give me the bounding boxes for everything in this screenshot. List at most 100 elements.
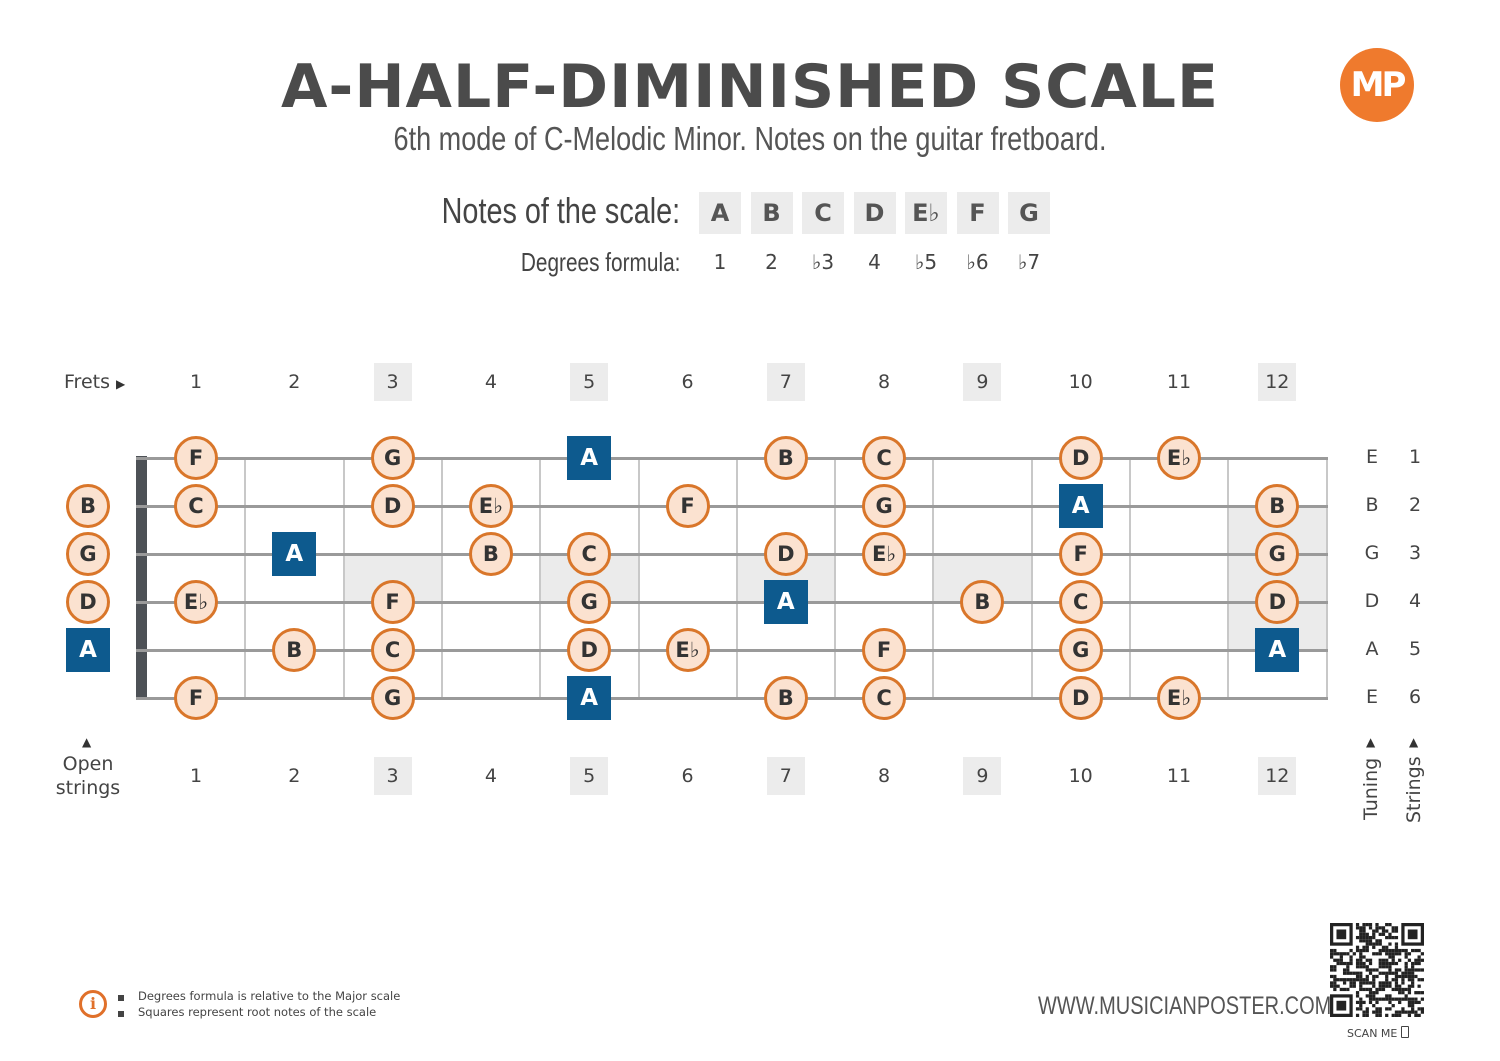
scale-note-marker: C — [862, 436, 907, 480]
string-line — [136, 457, 1328, 460]
open-strings-label: Open strings — [48, 752, 128, 800]
scale-note-marker: E♭ — [1157, 436, 1201, 480]
tuning-note: B — [1365, 494, 1379, 516]
scale-note-marker: F — [174, 436, 218, 480]
scale-note-marker: B — [763, 436, 808, 480]
string-number: 5 — [1408, 638, 1422, 660]
string-line — [136, 649, 1328, 652]
scale-note-marker: D — [370, 484, 415, 528]
strings-label: Strings — [1403, 756, 1425, 823]
fret-number-bottom: 12 — [1258, 757, 1297, 795]
page-title: A-HALF-DIMINISHED SCALE — [281, 52, 1219, 122]
scale-note: A — [699, 192, 741, 234]
fret-line — [637, 458, 640, 698]
scale-note-marker: F — [665, 484, 710, 528]
scale-degree: ♭6 — [966, 250, 989, 274]
triangle-right-icon: ▶ — [116, 377, 126, 391]
root-note: A — [272, 532, 317, 576]
fret-line — [244, 458, 247, 698]
nut — [136, 456, 147, 700]
fret-line — [1325, 458, 1328, 698]
scale-degree: 4 — [868, 250, 881, 274]
scale-note-marker: B — [272, 628, 317, 672]
bullet — [118, 995, 124, 1001]
scale-note-marker: F — [1058, 532, 1103, 576]
scale-note-marker: B — [468, 532, 513, 576]
notes-label: Notes of the scale: — [441, 190, 680, 231]
fret-line — [1129, 458, 1131, 698]
string-line — [136, 505, 1328, 508]
string-line — [136, 553, 1328, 556]
triangle-up-icon: ▲ — [82, 735, 92, 749]
scale-note-marker: C — [370, 628, 415, 672]
fret-line — [932, 458, 935, 698]
scale-degree: ♭5 — [914, 250, 938, 274]
info-degrees: Degrees formula is relative to the Major… — [138, 989, 401, 1003]
tuning-note: E — [1365, 686, 1378, 708]
scale-note-marker: F — [174, 676, 218, 720]
fret-number-top: 1 — [189, 371, 203, 393]
fret-number-top: 5 — [570, 363, 609, 401]
fret-number-top: 12 — [1258, 363, 1297, 401]
scale-note: C — [802, 192, 844, 234]
tuning-note: A — [1365, 638, 1379, 660]
scale-note-marker: G — [66, 532, 110, 576]
scale-note-marker: D — [1255, 580, 1300, 624]
frets-label: Frets ▶ — [64, 371, 125, 393]
scale-note-marker: D — [567, 628, 612, 672]
scale-degree: ♭3 — [811, 250, 835, 274]
scale-note-marker: C — [174, 484, 218, 528]
scale-note-marker: C — [1058, 580, 1103, 624]
fret-number-bottom: 3 — [373, 757, 412, 795]
scale-note-marker: C — [567, 532, 612, 576]
scale-note-marker: G — [1255, 532, 1300, 576]
tuning-note: E — [1365, 446, 1378, 468]
root-note: A — [567, 676, 612, 720]
scale-note-marker: D — [66, 580, 110, 624]
scale-note-marker: C — [862, 676, 907, 720]
fret-line — [342, 458, 345, 698]
scale-note: F — [956, 192, 999, 234]
fret-number-bottom: 6 — [681, 765, 694, 787]
scale-note-marker: B — [1255, 484, 1300, 528]
tuning-label: Tuning — [1360, 757, 1382, 820]
string-number: 2 — [1408, 494, 1422, 516]
root-note: A — [1058, 484, 1103, 528]
string-line — [136, 697, 1328, 700]
scale-degree: 2 — [765, 250, 778, 274]
fret-number-top: 9 — [963, 363, 1002, 401]
scale-note: G — [1008, 192, 1050, 234]
string-number: 4 — [1408, 590, 1422, 612]
scale-note: D — [853, 192, 896, 234]
fret-number-top: 10 — [1068, 371, 1093, 393]
scale-note-marker: E♭ — [862, 532, 907, 576]
string-number: 3 — [1408, 542, 1422, 564]
scale-note-marker: E♭ — [1157, 676, 1201, 720]
scale-note-marker: D — [1058, 436, 1103, 480]
scale-note: E♭ — [905, 192, 947, 234]
triangle-up-icon: ▲ — [1366, 735, 1376, 749]
fret-number-top: 7 — [766, 363, 805, 401]
string-number: 6 — [1408, 686, 1422, 708]
fret-number-top: 3 — [373, 363, 412, 401]
fret-line — [1227, 458, 1230, 698]
info-squares: Squares represent root notes of the scal… — [138, 1005, 377, 1019]
bullet — [118, 1011, 124, 1017]
root-note: A — [66, 628, 110, 672]
fret-number-top: 2 — [288, 371, 301, 393]
fret-number-bottom: 7 — [766, 757, 805, 795]
scale-note: B — [750, 192, 793, 234]
fret-number-top: 11 — [1166, 371, 1192, 393]
fret-line — [440, 458, 443, 698]
fret-line — [834, 458, 837, 698]
scale-note-marker: G — [567, 580, 612, 624]
website-link[interactable]: WWW.MUSICIANPOSTER.COM — [1038, 992, 1332, 1020]
scale-note-marker: B — [960, 580, 1005, 624]
fret-number-bottom: 2 — [288, 765, 301, 787]
fret-number-top: 6 — [681, 371, 694, 393]
root-note: A — [763, 580, 808, 624]
fret-line — [539, 458, 542, 698]
open-strings-label-1: Open — [62, 753, 114, 775]
frets-label-text: Frets — [64, 371, 110, 393]
fret-number-bottom: 11 — [1166, 765, 1192, 787]
